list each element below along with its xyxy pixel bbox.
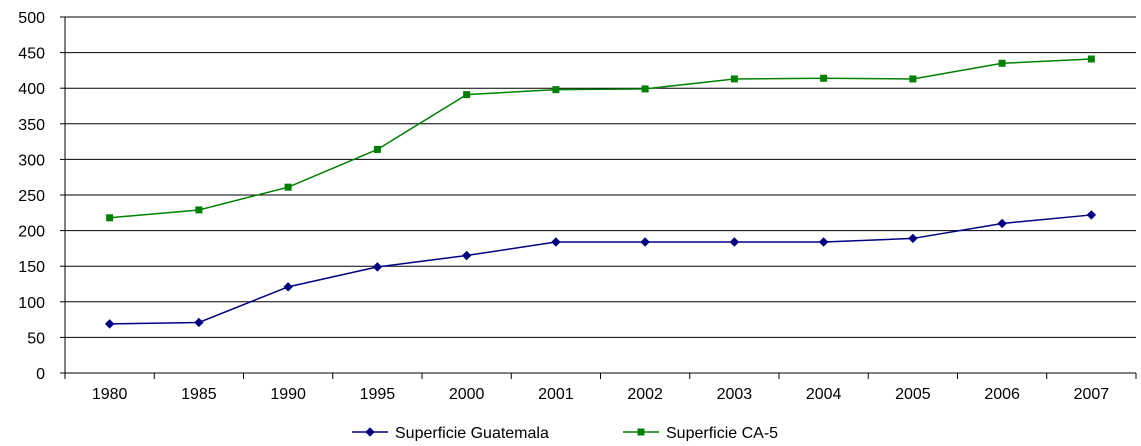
y-tick-label: 50 xyxy=(27,330,45,347)
x-tick-label: 1985 xyxy=(181,386,217,403)
data-point xyxy=(284,183,292,191)
y-tick-label: 100 xyxy=(18,295,45,312)
series-group xyxy=(104,55,1097,329)
y-tick-label: 500 xyxy=(18,10,45,27)
axes: 0 50 100 150 200 250 300 350 400 450 500 1980 1985 19… xyxy=(18,10,1137,403)
data-point xyxy=(820,74,828,82)
legend-marker xyxy=(637,428,645,436)
data-point xyxy=(641,85,649,93)
x-tick-label: 1980 xyxy=(92,386,128,403)
data-point xyxy=(104,319,115,329)
y-tick-label: 400 xyxy=(18,81,45,98)
series-2 xyxy=(106,55,1095,222)
data-point xyxy=(372,262,383,272)
x-tick-label: 2000 xyxy=(449,386,485,403)
y-tick-label: 0 xyxy=(36,366,45,383)
data-point xyxy=(463,91,471,99)
y-tick-label: 300 xyxy=(18,152,45,169)
x-tick-label: 2001 xyxy=(538,386,574,403)
y-tick-label: 350 xyxy=(18,117,45,134)
x-tick-label: 2006 xyxy=(984,386,1020,403)
data-point xyxy=(1087,55,1095,63)
x-tick-label: 2002 xyxy=(627,386,663,403)
y-tick-label: 250 xyxy=(18,188,45,205)
legend: Superficie Guatemala Superficie CA-5 xyxy=(352,425,778,442)
data-point xyxy=(551,237,561,247)
data-point xyxy=(552,86,560,94)
series-line xyxy=(109,214,1092,325)
x-tick-label: 1995 xyxy=(360,386,396,403)
x-tick-label: 2003 xyxy=(717,386,753,403)
x-tick-label: 2005 xyxy=(895,386,931,403)
data-point xyxy=(373,145,381,153)
data-point xyxy=(640,237,650,247)
x-tick-label: 1990 xyxy=(270,386,306,403)
y-tick-label: 150 xyxy=(18,259,45,276)
data-point xyxy=(194,317,204,328)
data-point xyxy=(730,75,738,83)
series-line xyxy=(109,58,1092,219)
data-point xyxy=(997,218,1007,229)
data-point xyxy=(283,282,293,292)
data-point xyxy=(461,250,472,261)
data-point xyxy=(195,206,203,214)
gridlines xyxy=(65,16,1136,338)
legend-marker xyxy=(365,427,375,437)
data-point xyxy=(909,75,917,83)
data-point xyxy=(908,233,918,244)
legend-label: Superficie CA-5 xyxy=(666,425,778,441)
x-tick-label: 2004 xyxy=(806,386,842,403)
data-point xyxy=(729,237,740,247)
x-tick-label: 2007 xyxy=(1074,386,1110,403)
data-point xyxy=(998,59,1006,67)
y-tick-label: 200 xyxy=(18,224,45,241)
series-1 xyxy=(104,210,1097,329)
data-point xyxy=(1086,210,1097,220)
legend-item-2: Superficie CA-5 xyxy=(623,425,778,442)
y-tick-label: 450 xyxy=(18,46,45,63)
data-point xyxy=(818,237,829,247)
legend-item-1: Superficie Guatemala xyxy=(352,425,549,442)
legend-label: Superficie Guatemala xyxy=(395,425,549,441)
data-point xyxy=(106,214,114,222)
